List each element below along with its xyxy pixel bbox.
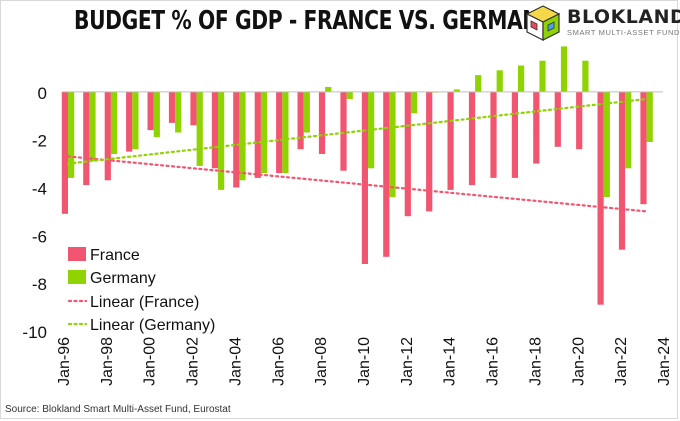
bar-germany-2021 [603,91,610,197]
bar-france-2010 [361,91,368,264]
bar-france-2006 [276,91,283,174]
bar-germany-2003 [218,91,225,190]
bar-france-2019 [554,91,561,147]
bar-germany-2022 [625,91,632,169]
legend-label: Germany [90,270,156,287]
bar-france-2012 [404,91,411,217]
x-tick-label: Jan-10 [356,337,373,386]
bar-germany-1999 [132,91,139,150]
x-tick-label: Jan-04 [227,337,244,386]
legend-label: Linear (Germany) [90,317,215,334]
y-tick-label: 0 [38,84,47,103]
x-tick-label: Jan-18 [527,337,544,386]
bar-france-2005 [254,91,261,178]
bar-france-2007 [297,91,304,150]
logo: BLOKLAND SMART MULTI-ASSET FUND [521,3,680,43]
bar-germany-2011 [389,91,396,197]
bar-france-1996 [61,91,68,214]
bar-france-2022 [618,91,626,250]
bar-france-1997 [83,91,90,186]
bar-germany-2020 [582,60,589,92]
bar-germany-2005 [260,91,268,174]
trendline-linear-germany [66,97,648,165]
x-tick-label: Jan-98 [99,337,116,386]
bar-france-2003 [211,91,218,169]
legend-label: Linear (France) [90,294,199,311]
bar-germany-2001 [175,91,182,133]
bar-germany-1997 [89,91,96,162]
bar-france-2013 [426,91,433,212]
bar-france-2017 [511,91,518,178]
bar-germany-2012 [410,91,418,114]
source-note: Source: Blokland Smart Multi-Asset Fund,… [5,404,231,415]
y-tick-label: -8 [32,275,47,294]
bar-france-2016 [490,91,497,178]
bar-germany-1996 [68,91,75,178]
x-tick-label: Jan-08 [313,337,330,386]
bar-germany-2002 [196,91,203,166]
x-tick-label: Jan-12 [399,337,416,386]
x-tick-label: Jan-02 [185,337,202,386]
legend-swatch-germany [68,270,86,284]
bar-france-2020 [576,91,583,150]
y-tick-label: -10 [22,323,47,342]
bar-france-2015 [468,91,476,186]
bar-germany-2017 [518,65,525,92]
bar-germany-1998 [110,91,118,154]
legend-swatch-france [68,247,86,261]
cube-logo-icon [525,5,561,41]
x-tick-label: Jan-22 [613,337,630,386]
x-tick-label: Jan-14 [442,337,459,386]
bar-germany-2023 [646,91,653,142]
bar-france-2021 [597,91,604,305]
bar-germany-2019 [560,46,568,92]
bar-germany-2007 [303,91,310,133]
bar-germany-2015 [475,75,482,92]
bar-france-2023 [640,91,647,205]
x-tick-label: Jan-16 [485,337,502,386]
bar-france-2018 [533,91,540,164]
y-tick-label: -6 [32,227,47,246]
chart-title: BUDGET % OF GDP - FRANCE VS. GERMANY [74,6,554,36]
trendline-linear-france [66,155,648,213]
bar-germany-2000 [153,91,160,138]
x-tick-label: Jan-24 [656,337,673,386]
x-tick-label: Jan-06 [270,337,287,386]
x-tick-label: Jan-20 [570,337,587,386]
bar-france-2000 [147,91,154,131]
x-tick-label: Jan-00 [142,337,159,386]
bar-germany-2006 [282,91,289,174]
bar-germany-2016 [496,70,503,92]
y-tick-label: -2 [32,132,47,151]
legend-box [67,241,239,335]
logo-tagline: SMART MULTI-ASSET FUND [567,28,680,37]
bar-germany-2009 [346,91,353,99]
bar-france-2004 [233,91,240,188]
bar-france-2001 [168,91,176,123]
bar-france-2002 [190,91,197,126]
bar-germany-2004 [239,91,246,181]
bar-germany-2018 [539,60,546,92]
legend-label: France [90,247,140,264]
y-tick-label: -4 [32,180,47,199]
bar-france-1998 [104,91,111,181]
bar-germany-2014 [453,89,460,92]
bar-france-1999 [126,91,133,152]
bar-france-2014 [447,91,454,190]
x-tick-label: Jan-96 [56,337,73,386]
bar-france-2008 [318,91,326,154]
logo-name: BLOKLAND [567,6,680,28]
bar-germany-2008 [325,87,332,92]
bar-france-2009 [340,91,347,171]
bar-france-2011 [383,91,390,257]
